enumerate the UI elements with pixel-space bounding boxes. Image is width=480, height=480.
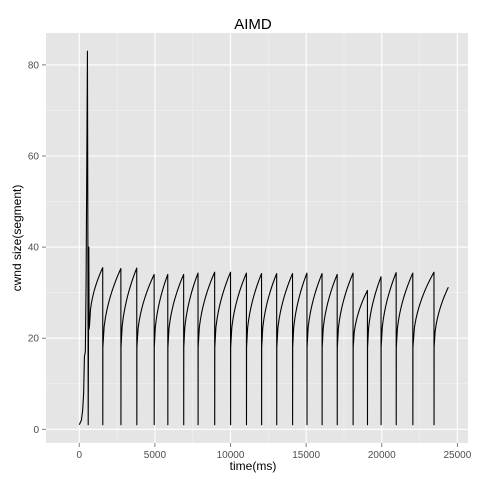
y-tick-label: 80 bbox=[28, 60, 40, 71]
y-tick-label: 20 bbox=[28, 334, 40, 345]
x-tick-label: 0 bbox=[76, 450, 82, 461]
x-tick-label: 15000 bbox=[292, 450, 320, 461]
chart-title: AIMD bbox=[234, 16, 272, 33]
x-tick-label: 25000 bbox=[444, 450, 472, 461]
y-tick-label: 40 bbox=[28, 243, 40, 254]
y-tick-label: 60 bbox=[28, 152, 40, 163]
x-tick-label: 20000 bbox=[368, 450, 396, 461]
y-tick-label: 0 bbox=[33, 425, 39, 436]
plot-panel bbox=[46, 33, 468, 443]
x-tick-label: 5000 bbox=[144, 450, 167, 461]
y-axis-ticks: 0 20 40 60 80 bbox=[28, 60, 46, 435]
x-axis-title: time(ms) bbox=[230, 459, 277, 473]
y-axis-title: cwnd size(segment) bbox=[10, 185, 24, 292]
